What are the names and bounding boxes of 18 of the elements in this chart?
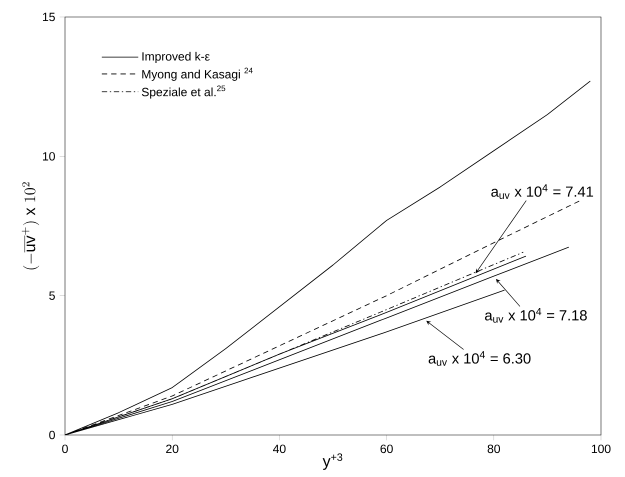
x-axis-title: y$^{+3}$	[322, 453, 342, 470]
annotation: a$_{uv}$ x 10$^{4}$ = 7.18	[485, 308, 587, 323]
annotation: a$_{uv}$ x 10$^{4}$ = 6.30	[428, 351, 531, 366]
x-tick-label: 100	[592, 444, 611, 454]
y-tick-label: 15	[42, 12, 55, 22]
x-tick-label: 20	[166, 444, 178, 454]
y-tick-label: 0	[49, 430, 55, 440]
x-tick-label: 60	[380, 444, 393, 454]
x-tick-label: 0	[62, 444, 68, 454]
legend-label: Improved k-ε	[142, 52, 210, 64]
annotation: a$_{uv}$ x 10$^{4}$ = 7.41	[491, 184, 594, 199]
y-tick-label: 5	[49, 291, 55, 300]
x-tick-label: 40	[273, 444, 286, 454]
y-axis-title: $(-\overline{\mathrm{uv}}^{+})\ \mathrm{x}\ 10^{2}$	[22, 182, 40, 270]
legend-label: Speziale et al.$^{25}$	[142, 86, 226, 99]
x-tick-label: 80	[488, 444, 500, 454]
legend-label: Myong and Kasagi $^{24}$	[142, 68, 253, 81]
y-tick-label: 10	[42, 152, 55, 161]
